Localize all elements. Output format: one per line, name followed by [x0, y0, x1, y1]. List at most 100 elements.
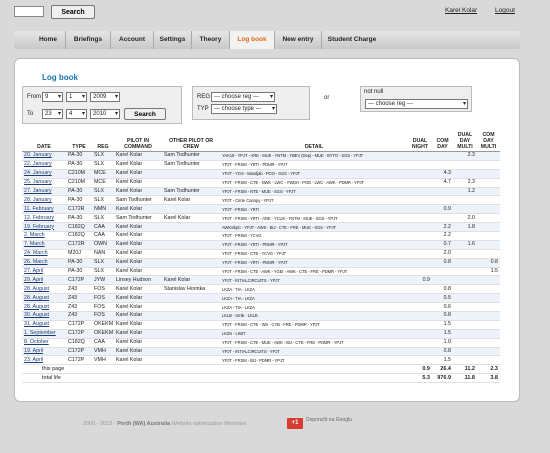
date-cell[interactable]: 31. August — [22, 320, 66, 330]
nav-item-settings[interactable]: Settings — [154, 31, 192, 49]
nav-item-briefings[interactable]: Briefings — [66, 31, 111, 49]
reg-cell: MCE — [92, 178, 114, 188]
table-header-row: DATE TYPE REG PILOT IN COMMAND OTHER PIL… — [22, 132, 500, 152]
date-cell[interactable]: 22. January — [22, 160, 66, 170]
logbook-body: 20. January PA-30 SLX Karel Kolar Sam Todhun… — [22, 151, 500, 366]
from-day-select[interactable]: 9 — [42, 92, 63, 102]
com-day-cell: 0.5 — [432, 293, 453, 304]
reg-cell: FOS — [92, 302, 114, 313]
pic-cell: Karel Kolar — [114, 267, 162, 277]
or-label: or — [324, 95, 330, 101]
type-cell: PA-30 — [66, 267, 92, 277]
type-cell: PA-30 — [66, 187, 92, 197]
com-day-cell: 1.5 — [432, 329, 453, 339]
pic-cell: Karel Kolar — [114, 329, 162, 339]
pic-cell: Karel Kolar — [114, 222, 162, 233]
type-select[interactable]: --- choose type --- — [211, 104, 277, 114]
other-pilot-cell: Sam Todhunter — [162, 187, 220, 197]
date-cell[interactable]: 30. August — [22, 311, 66, 321]
com-day-multi-cell — [477, 151, 500, 161]
com-day-cell: 4.3 — [432, 169, 453, 179]
col-header-com-day-multi: COM DAY MULTI — [477, 132, 500, 152]
date-cell[interactable]: 28. August — [22, 284, 66, 295]
to-month-select[interactable]: 4 — [66, 109, 87, 119]
table-row: 30. August Z43 FOS Karel Kolar LKLB - Srnik … — [22, 311, 500, 321]
reg-select[interactable]: --- choose reg --- — [211, 92, 275, 102]
date-cell[interactable]: 28. August — [22, 293, 66, 304]
not-null-select[interactable]: --- choose reg --- — [365, 99, 468, 109]
date-cell[interactable]: 20. January — [22, 151, 66, 161]
total-cell: 26.4 — [432, 364, 453, 375]
from-month-select[interactable]: 1 — [66, 92, 87, 102]
date-cell[interactable]: 19. February — [22, 222, 66, 233]
user-link[interactable]: Karel Kolar — [445, 7, 478, 14]
date-cell[interactable]: 23. April — [22, 355, 66, 366]
detail-cell: YPJT - INTIALCIRCUITS - YPJT — [220, 275, 408, 286]
dual-night-cell — [408, 258, 432, 268]
detail-cell: YPJT - FRSM - BIJ - PDMR - YPJT — [220, 355, 408, 366]
nav-item-account[interactable]: Account — [111, 31, 154, 49]
com-day-cell: 1.5 — [432, 320, 453, 330]
date-cell[interactable]: 19. April — [22, 347, 66, 357]
nav-item-theory[interactable]: Theory — [192, 31, 230, 49]
table-row: 28. August Z43 FOS Karel Kolar LKZA - TIA - … — [22, 293, 500, 304]
table-row: 31. August C172P OKEKM Karel Kolar YPJT - FR… — [22, 320, 500, 330]
date-cell[interactable]: 28. August — [22, 302, 66, 313]
com-day-cell: 2.0 — [432, 249, 453, 259]
other-pilot-cell — [162, 267, 220, 277]
search-button[interactable]: Search — [51, 5, 95, 19]
type-cell: C172P — [66, 329, 92, 339]
date-cell[interactable]: 27. April — [22, 267, 66, 277]
com-day-cell: 2.2 — [432, 222, 453, 233]
dual-day-multi-cell: 1.6 — [453, 240, 477, 250]
date-cell[interactable]: 12. February — [22, 213, 66, 224]
dual-night-cell — [408, 329, 432, 339]
detail-cell: AWKSkpC - YPJT - AWK - BIJ - CTE - FRE -… — [220, 222, 408, 233]
pic-cell: Karel Kolar — [114, 160, 162, 170]
date-cell[interactable]: 26. March — [22, 258, 66, 268]
date-cell[interactable]: 11. February — [22, 204, 66, 215]
date-cell[interactable]: 28. January — [22, 195, 66, 206]
col-header-com-day: COM DAY — [432, 132, 453, 152]
dual-day-multi-cell — [453, 267, 477, 277]
com-day-multi-cell — [477, 302, 500, 313]
google-plus-one-button[interactable]: +1 — [287, 418, 303, 429]
dual-day-multi-cell — [453, 204, 477, 215]
reg-cell: JYW — [92, 275, 114, 286]
pic-cell: Karel Kolar — [114, 204, 162, 215]
date-cell[interactable]: 24. March — [22, 249, 66, 259]
search-input[interactable] — [14, 6, 44, 17]
type-cell: C172P — [66, 347, 92, 357]
date-cell[interactable]: 25. January — [22, 178, 66, 188]
date-cell[interactable]: 1. September — [22, 329, 66, 339]
total-life-row: total life 5.3 976.9 11.8 3.8 — [22, 373, 500, 384]
date-cell[interactable]: 29. April — [22, 275, 66, 286]
table-row: 27. April PA-30 SLX Karel Kolar YPJT - FRSM … — [22, 267, 500, 277]
footer-site-link[interactable]: Perth (WA) Australia — [117, 421, 171, 427]
date-cell[interactable]: 24. January — [22, 169, 66, 179]
nav-item-student-charge[interactable]: Student Charge — [327, 36, 377, 43]
date-cell[interactable]: 7. March — [22, 240, 66, 250]
dual-night-cell — [408, 213, 432, 224]
date-cell[interactable]: 27. January — [22, 187, 66, 197]
to-day-select[interactable]: 23 — [42, 109, 63, 119]
from-year-select[interactable]: 2009 — [90, 92, 120, 102]
detail-cell: YPJT - FRSM - CTE - YCVG - YPJT — [220, 249, 408, 259]
type-cell: C210M — [66, 178, 92, 188]
other-pilot-cell: Karel Kolar — [162, 213, 220, 224]
this-page-row: this page 0.9 26.4 11.2 2.3 — [22, 364, 500, 375]
table-row: 19. February C182Q CAA Karel Kolar AWKSkpC -… — [22, 222, 500, 233]
logbook-search-button[interactable]: Search — [124, 108, 166, 120]
nav-item-log-book[interactable]: Log book — [230, 31, 275, 49]
to-year-select[interactable]: 2010 — [90, 109, 120, 119]
from-label: From — [27, 94, 41, 100]
nav-item-home[interactable]: Home — [31, 31, 66, 49]
date-cell[interactable]: 8. October — [22, 338, 66, 348]
logout-link[interactable]: Logout — [495, 7, 515, 14]
nav-item-new-entry[interactable]: New entry — [275, 31, 322, 49]
other-pilot-cell: Sam Todhunter — [162, 151, 220, 161]
date-cell[interactable]: 2. March — [22, 231, 66, 241]
dual-night-cell — [408, 222, 432, 233]
dual-day-multi-cell — [453, 160, 477, 170]
other-pilot-cell — [162, 311, 220, 321]
